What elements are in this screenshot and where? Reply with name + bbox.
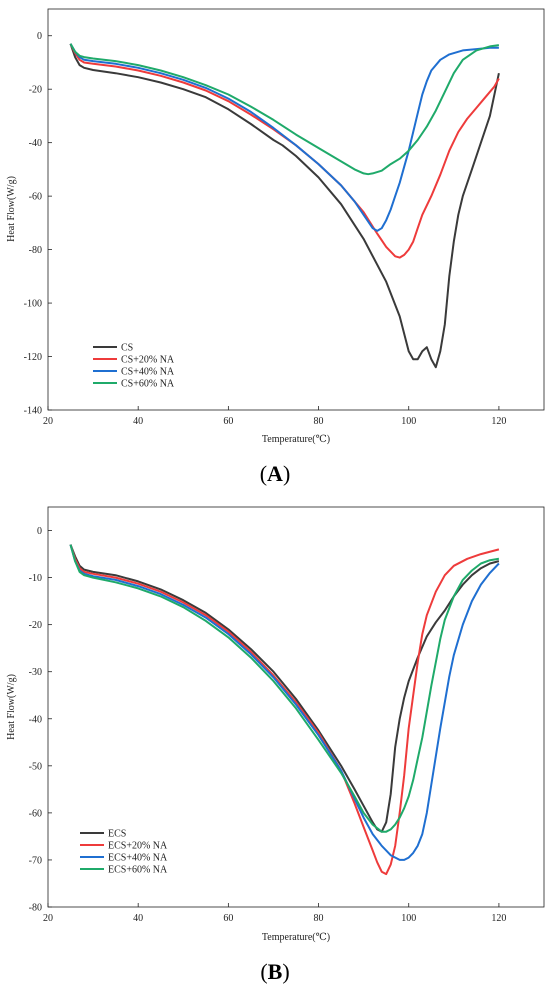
series-line: [69, 544, 500, 833]
y-tick-label: -20: [29, 85, 42, 96]
series-line: [69, 544, 500, 833]
legend-label: CS: [121, 343, 133, 354]
y-axis: 0 -20 -40 -60 -80 -100 -120 -140: [24, 31, 52, 417]
y-axis-label: Heat Flow(W/g): [6, 674, 17, 740]
y-tick-label: -100: [24, 299, 42, 310]
y-tick-label: -120: [24, 352, 42, 363]
y-tick-label: -80: [29, 245, 42, 256]
y-tick-label: -30: [29, 667, 42, 678]
plot-frame: [47, 506, 545, 908]
x-axis-label: Temperature(℃): [262, 932, 330, 943]
y-axis-label: Heat Flow(W/g): [6, 176, 17, 242]
x-tick-label: 80: [314, 913, 324, 924]
series-line: [69, 43, 499, 232]
legend-label: CS+20% NA: [121, 355, 175, 366]
y-tick-label: -50: [29, 761, 42, 772]
caption-close-paren: ): [283, 461, 290, 486]
legend-label: CS+60% NA: [121, 379, 175, 390]
y-tick-label: -40: [29, 714, 42, 725]
series-lines: [69, 544, 500, 876]
x-tick-label: 100: [401, 913, 416, 924]
x-tick-label: 40: [133, 416, 143, 427]
series-line: [69, 544, 500, 876]
series-line: [69, 544, 500, 861]
panel-caption: (B): [260, 959, 289, 984]
x-tick-label: 20: [43, 416, 53, 427]
y-tick-label: -10: [29, 573, 42, 584]
series-line: [69, 43, 500, 176]
caption-letter: B: [268, 959, 283, 984]
series-lines: [69, 43, 500, 369]
x-tick-label: 120: [491, 913, 506, 924]
legend-label: ECS+60% NA: [108, 865, 168, 876]
series-line: [69, 43, 500, 259]
y-tick-label: -20: [29, 620, 42, 631]
x-axis: 20 40 60 80 100 120: [43, 903, 506, 924]
y-tick-label: -40: [29, 138, 42, 149]
caption-open-paren: (: [260, 959, 267, 984]
chart-panel-a: 20 40 60 80 100 120 0 -20 -40 -60 -80 -100 -120 -140…: [6, 8, 545, 486]
legend-label: ECS+40% NA: [108, 853, 168, 864]
y-tick-label: -60: [29, 808, 42, 819]
y-tick-label: -70: [29, 855, 42, 866]
x-tick-label: 60: [223, 913, 233, 924]
y-tick-label: -60: [29, 192, 42, 203]
y-tick-label: -140: [24, 406, 42, 417]
legend-label: ECS+20% NA: [108, 841, 168, 852]
y-tick-label: -80: [29, 903, 42, 914]
x-tick-label: 40: [133, 913, 143, 924]
legend-label: ECS: [108, 829, 126, 840]
y-axis: 0 -10 -20 -30 -40 -50 -60 -70 -80: [29, 526, 52, 914]
caption-close-paren: ): [282, 959, 289, 984]
x-tick-label: 120: [491, 416, 506, 427]
panel-caption: (A): [260, 461, 291, 486]
x-tick-label: 100: [401, 416, 416, 427]
x-axis-label: Temperature(℃): [262, 434, 330, 445]
x-axis: 20 40 60 80 100 120: [43, 406, 506, 427]
x-tick-label: 60: [223, 416, 233, 427]
series-line: [69, 43, 500, 369]
x-tick-label: 20: [43, 913, 53, 924]
legend-label: CS+40% NA: [121, 367, 175, 378]
chart-panel-b: 20 40 60 80 100 120 0 -10 -20 -30 -40 -50 -60 -70 -80…: [6, 506, 545, 984]
plot-frame: [47, 8, 545, 411]
caption-letter: A: [267, 461, 283, 486]
y-tick-label: 0: [37, 31, 42, 42]
caption-open-paren: (: [260, 461, 267, 486]
y-tick-label: 0: [37, 526, 42, 537]
x-tick-label: 80: [314, 416, 324, 427]
